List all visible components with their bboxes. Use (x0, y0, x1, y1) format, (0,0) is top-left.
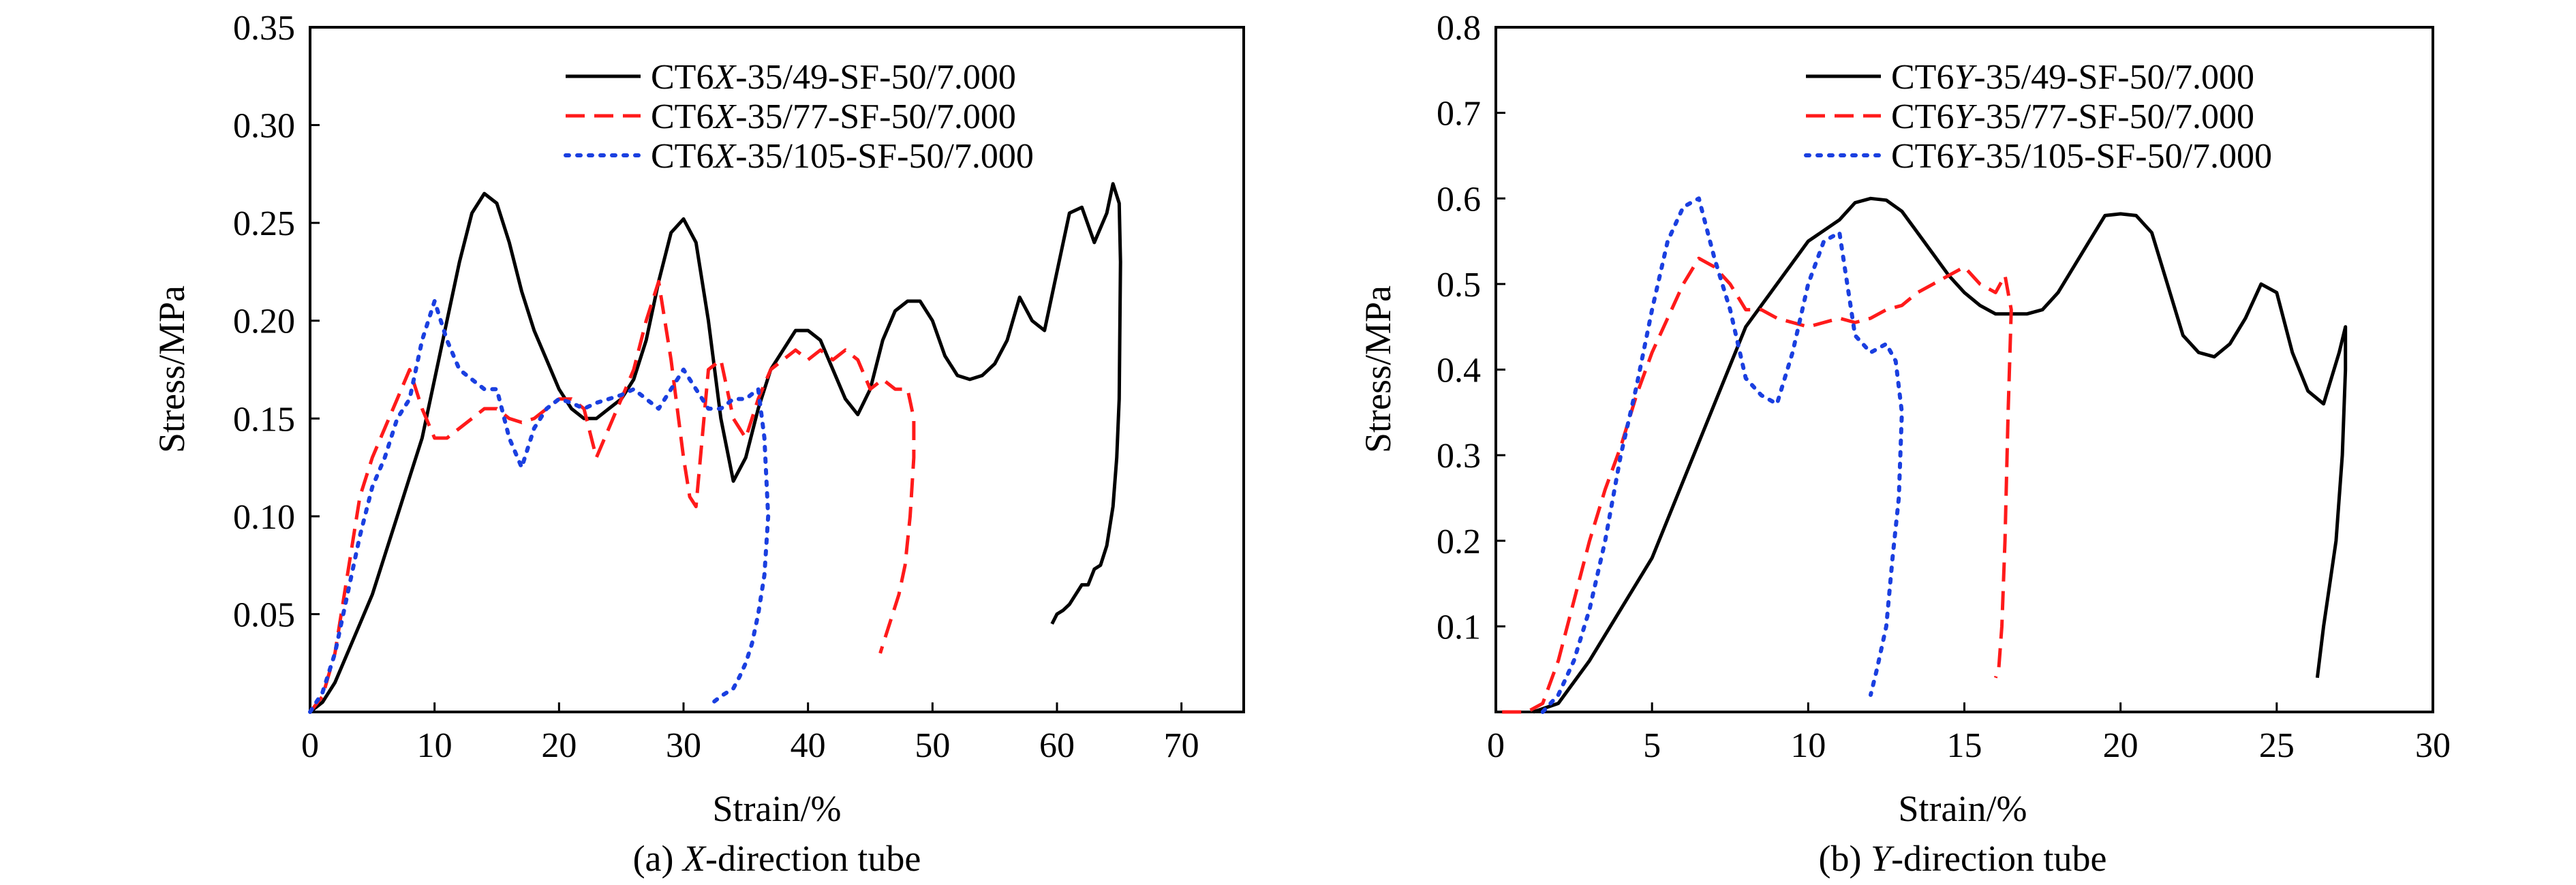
x-tick-label: 50 (915, 726, 950, 765)
x-tick-label: 10 (1790, 726, 1826, 765)
series-lines (308, 182, 1122, 714)
series-line-1 (1533, 196, 2348, 714)
x-tick-label: 10 (417, 726, 453, 765)
y-tick-label: 0.3 (1437, 437, 1481, 476)
x-tick-label: 40 (791, 726, 826, 765)
y-axis-label: Stress/MPa (151, 285, 192, 453)
series-line-1 (309, 182, 1122, 713)
y-tick-label: 0.1 (1437, 608, 1481, 647)
y-tick-label: 0.30 (233, 107, 295, 146)
legend-label-1: CT6X-35/49-SF-50/7.000 (651, 58, 1016, 97)
y-tick-label: 0.8 (1437, 9, 1481, 48)
series-line-3 (1540, 196, 1904, 714)
x-tick-label: 15 (1947, 726, 1982, 765)
y-tick-label: 0.05 (233, 595, 295, 634)
x-tick-label: 0 (301, 726, 319, 765)
x-tick-label: 30 (2415, 726, 2451, 765)
y-tick-label: 0.15 (233, 400, 295, 439)
y-tick-label: 0.35 (233, 9, 295, 48)
legend: CT6Y-35/49-SF-50/7.000CT6Y-35/77-SF-50/7… (1804, 58, 2272, 176)
y-axis-ticks: 0.1 0.2 0.3 0.4 0.5 0.6 0.7 0.8 (1437, 9, 1505, 647)
y-tick-label: 0.6 (1437, 180, 1481, 219)
chart-panel-b: 0.1 0.2 0.3 0.4 0.5 0.6 0.7 0.8 0 5 10 15 20 25 30 CT… (1358, 9, 2451, 879)
series-line-3 (308, 299, 771, 714)
y-tick-label: 0.10 (233, 498, 295, 537)
legend-label-1: CT6Y-35/49-SF-50/7.000 (1891, 58, 2254, 97)
x-tick-label: 70 (1164, 726, 1199, 765)
legend-label-2: CT6X-35/77-SF-50/7.000 (651, 97, 1016, 136)
x-tick-label: 0 (1487, 726, 1505, 765)
series-lines (1502, 196, 2348, 714)
x-tick-label: 30 (666, 726, 701, 765)
series-line-2 (309, 279, 916, 713)
x-tick-label: 20 (2103, 726, 2138, 765)
x-axis-ticks: 0 10 20 30 40 50 60 70 (301, 702, 1199, 765)
x-axis-label: Strain/% (1899, 788, 2027, 829)
series-line-2 (1502, 256, 2013, 714)
y-tick-label: 0.2 (1437, 523, 1481, 561)
legend: CT6X-35/49-SF-50/7.000CT6X-35/77-SF-50/7… (564, 58, 1034, 176)
y-tick-label: 0.5 (1437, 266, 1481, 305)
x-tick-label: 20 (541, 726, 577, 765)
y-axis-ticks: 0.05 0.10 0.15 0.20 0.25 0.30 0.35 (233, 9, 320, 634)
y-axis-label: Stress/MPa (1358, 285, 1398, 453)
legend-label-3: CT6Y-35/105-SF-50/7.000 (1891, 137, 2272, 176)
y-tick-label: 0.25 (233, 204, 295, 243)
x-tick-label: 60 (1039, 726, 1075, 765)
chart-panel-a: 0.05 0.10 0.15 0.20 0.25 0.30 0.35 0 10 20 30 40 50… (151, 9, 1245, 879)
legend-label-3: CT6X-35/105-SF-50/7.000 (651, 137, 1034, 176)
y-tick-label: 0.4 (1437, 352, 1481, 390)
x-axis-label: Strain/% (713, 788, 842, 829)
panel-caption: (b) Y-direction tube (1819, 838, 2107, 879)
y-tick-label: 0.20 (233, 302, 295, 341)
plot-area-frame (309, 26, 1245, 713)
legend-label-2: CT6Y-35/77-SF-50/7.000 (1891, 97, 2254, 136)
x-axis-ticks: 0 5 10 15 20 25 30 (1487, 702, 2451, 765)
x-tick-label: 25 (2259, 726, 2295, 765)
x-tick-label: 5 (1643, 726, 1661, 765)
panel-caption: (a) X-direction tube (633, 838, 921, 879)
y-tick-label: 0.7 (1437, 95, 1481, 134)
